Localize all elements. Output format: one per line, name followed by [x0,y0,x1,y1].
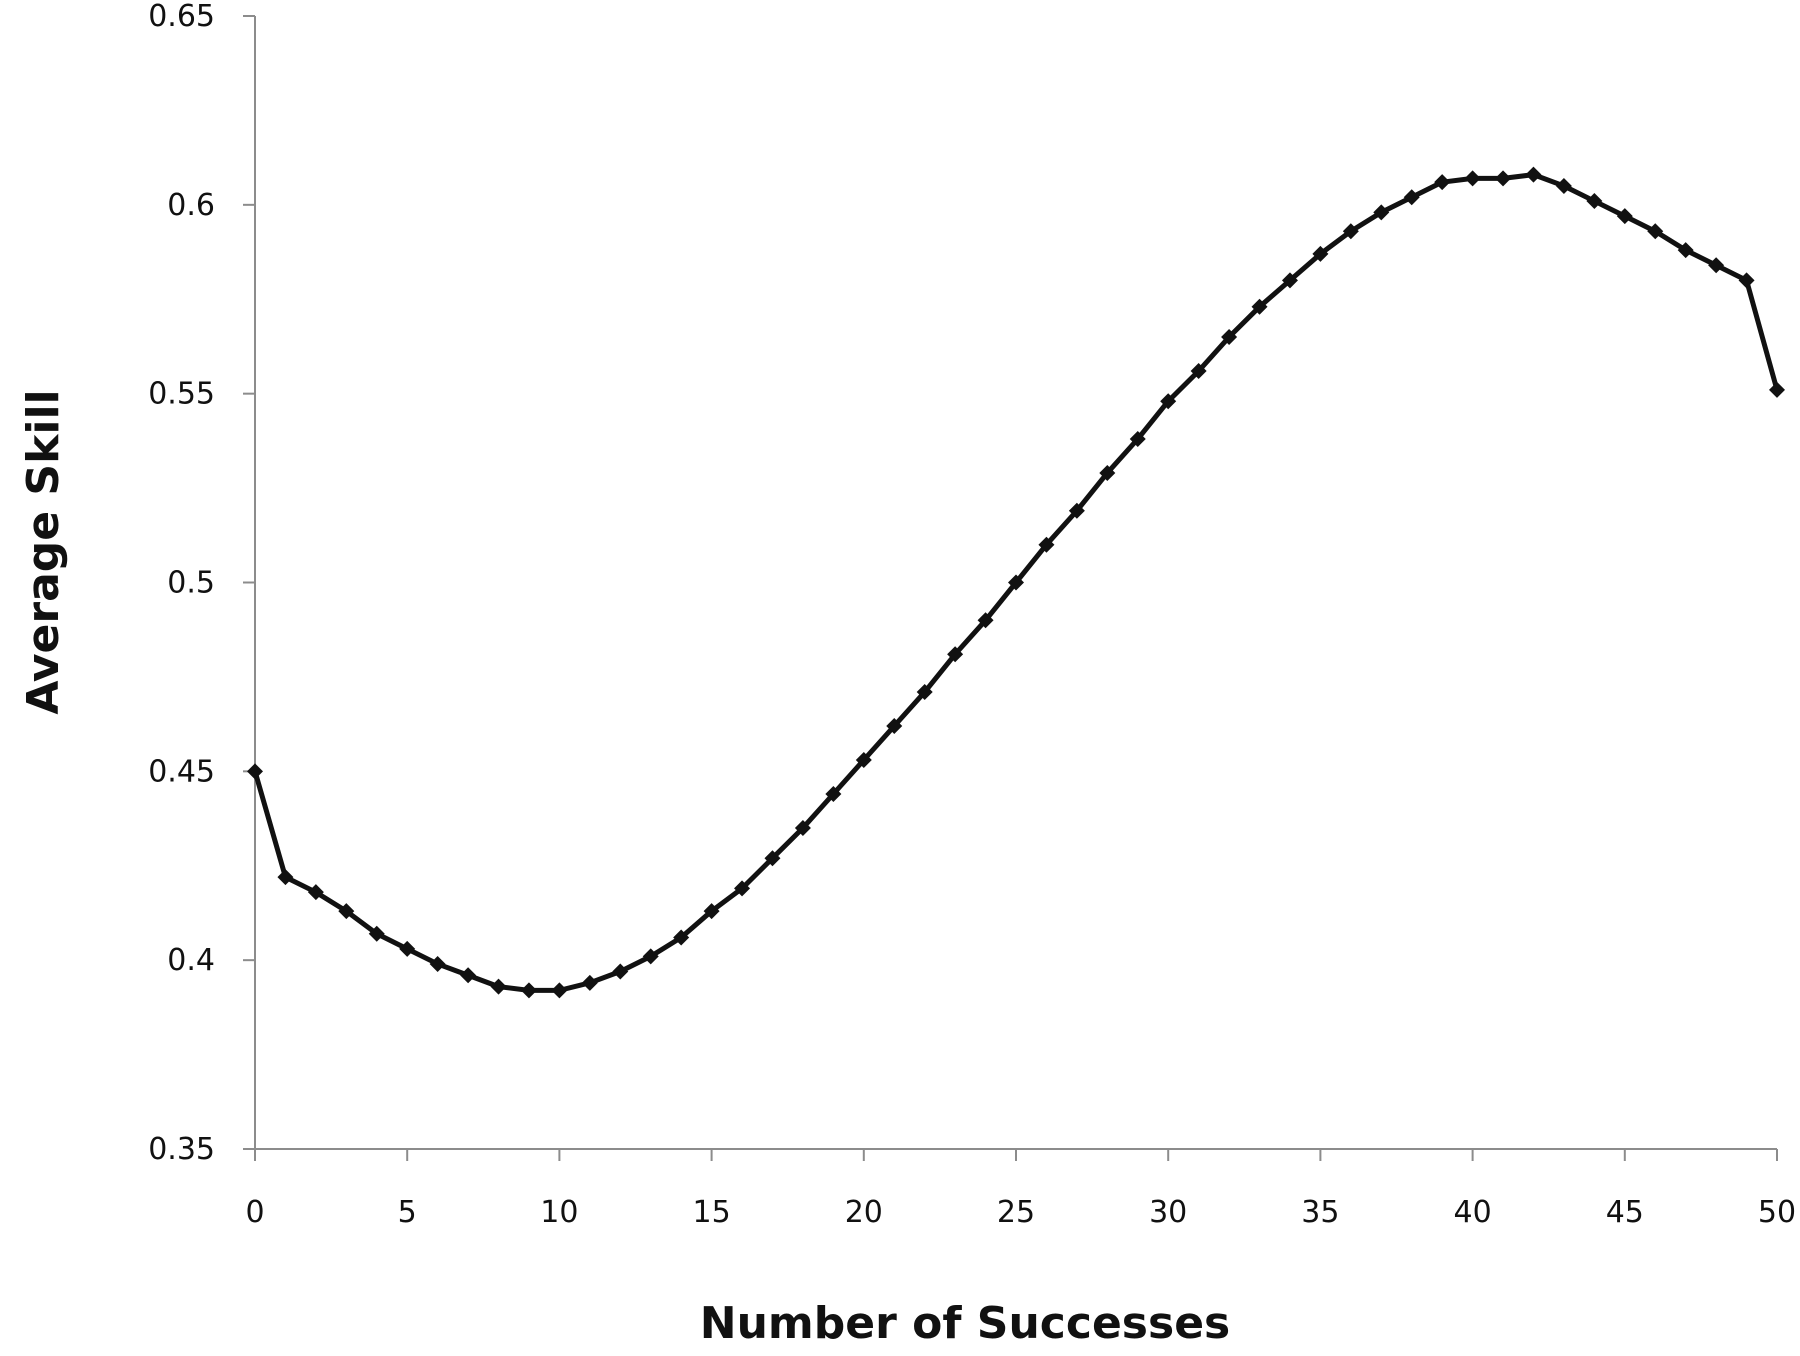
data-point-marker [855,752,872,769]
data-point-marker [368,925,385,942]
data-point-marker [581,974,598,991]
data-point-marker [1647,223,1664,240]
data-point-marker [1373,204,1390,221]
data-point-marker [794,819,811,836]
data-point-marker [734,880,751,897]
y-tick-label: 0.65 [148,0,215,34]
data-point-marker [1738,272,1755,289]
y-tick-label: 0.6 [167,188,215,223]
y-tick-label: 0.4 [167,943,215,978]
x-tick-label: 5 [398,1195,417,1230]
data-point-marker [277,869,294,886]
data-point-marker [247,763,263,780]
data-point-marker [1221,329,1238,346]
data-point-marker [460,967,477,984]
data-point-marker [916,684,933,701]
data-point-marker [1586,193,1603,210]
data-point-marker [642,948,659,965]
x-tick-label: 10 [540,1195,578,1230]
data-point-marker [1129,430,1146,447]
data-point-marker [673,929,690,946]
x-tick-label: 35 [1301,1195,1339,1230]
data-point-marker [1464,170,1481,187]
x-tick-label: 45 [1606,1195,1644,1230]
data-point-marker [1495,170,1512,187]
y-tick-label: 0.55 [148,377,215,412]
data-point-marker [1525,166,1542,183]
data-point-marker [1281,272,1298,289]
x-tick-label: 30 [1149,1195,1187,1230]
data-point-marker [1555,177,1572,194]
data-point-marker [977,612,994,629]
x-tick-label: 20 [845,1195,883,1230]
data-point-marker [1342,223,1359,240]
data-point-marker [1099,464,1116,481]
x-tick-label: 15 [693,1195,731,1230]
data-point-marker [307,884,324,901]
data-point-marker [490,978,507,995]
data-point-marker [703,903,720,920]
data-point-marker [399,940,416,957]
data-point-marker [1708,257,1725,274]
data-point-marker [1008,574,1024,591]
data-point-marker [764,850,781,867]
data-point-marker [1312,245,1329,262]
x-tick-label: 0 [245,1195,264,1230]
data-point-marker [1677,242,1694,259]
y-axis-title: Average Skill [18,389,69,714]
data-point-marker [612,963,629,980]
y-tick-label: 0.35 [148,1132,215,1167]
data-point-marker [1068,502,1085,519]
data-point-marker [1251,298,1268,315]
series [247,166,1785,999]
x-axis-title: Number of Successes [700,1298,1230,1349]
data-point-marker [551,982,568,999]
data-point-marker [1038,536,1055,553]
x-tick-label: 50 [1758,1195,1796,1230]
data-point-marker [1160,393,1177,410]
data-point-marker [1769,381,1785,398]
data-point-marker [825,785,842,802]
data-point-marker [338,903,355,920]
data-point-marker [1616,208,1633,225]
data-point-marker [520,982,537,999]
data-point-marker [1403,189,1420,206]
data-point-marker [429,955,446,972]
data-point-marker [886,718,903,735]
y-tick-label: 0.45 [148,754,215,789]
x-tick-label: 25 [997,1195,1035,1230]
data-point-marker [1190,363,1207,380]
y-tick-label: 0.5 [167,566,215,601]
ticks: 0.35 0.4 0.45 0.5 0.55 0.6 0.65 0 5 10 15 20 25 30 35 4… [148,0,1796,1230]
data-point-marker [1434,174,1451,191]
data-point-marker [947,646,964,663]
x-tick-label: 40 [1454,1195,1492,1230]
